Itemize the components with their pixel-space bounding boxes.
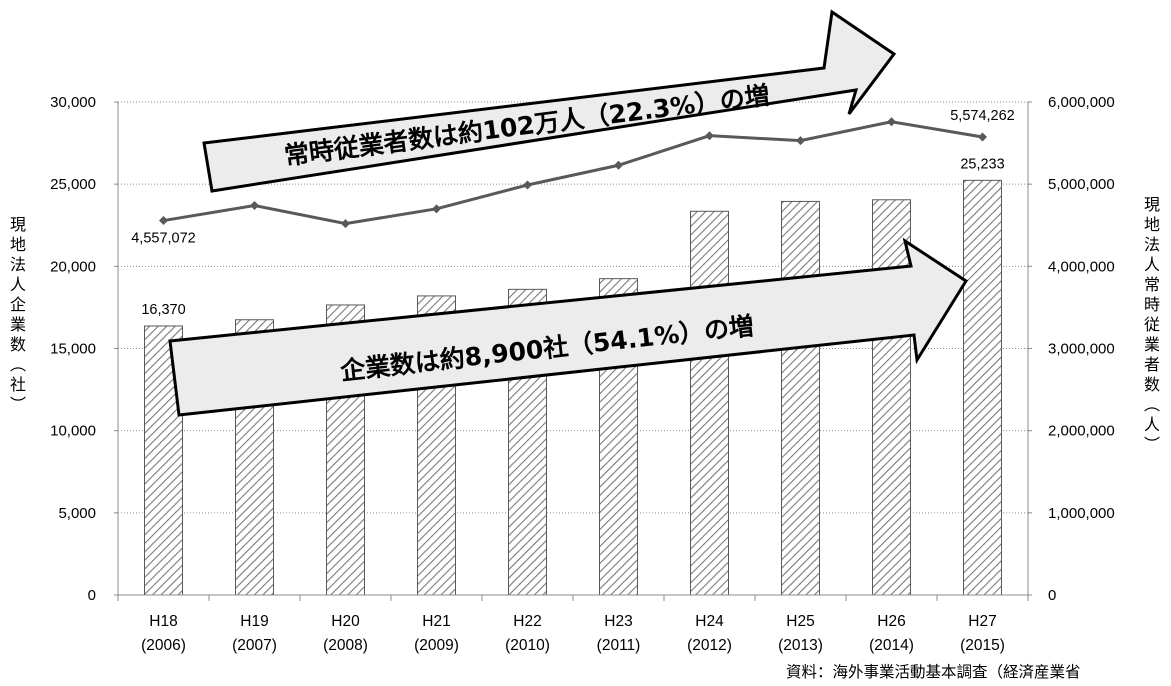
line-marker [159, 216, 168, 226]
left-tick-label: 20,000 [50, 258, 96, 275]
line-marker [341, 219, 350, 229]
x-tick-label: H20 [331, 613, 360, 630]
right-tick-label: 4,000,000 [1048, 258, 1115, 275]
line-marker [705, 131, 714, 141]
x-tick-label-year: (2012) [687, 637, 732, 654]
line-data-label: 4,557,072 [131, 231, 196, 247]
x-tick-label: H25 [786, 613, 814, 630]
left-tick-label: 25,000 [50, 176, 96, 193]
arrow-companies-shape [168, 237, 969, 417]
x-tick-label-year: (2013) [778, 637, 823, 654]
x-tick-label: H18 [149, 613, 177, 630]
x-tick-label: H21 [422, 613, 450, 630]
arrow-companies: 企業数は約8,900社（54.1%）の増 [168, 237, 969, 417]
right-axis-label: 現地法人常時従業者数（人） [1141, 196, 1160, 456]
x-tick-label-year: (2014) [869, 637, 914, 654]
left-axis-label: 現地法人企業数（社） [7, 216, 26, 416]
right-tick-label: 6,000,000 [1048, 94, 1115, 111]
bar [963, 179, 1002, 596]
right-tick-label: 1,000,000 [1048, 505, 1115, 522]
line-marker [887, 117, 896, 127]
x-tick-label: H24 [695, 613, 724, 630]
line-marker [432, 204, 441, 214]
left-tick-label: 30,000 [50, 94, 96, 111]
arrow-employees-shape [202, 9, 897, 193]
x-tick-label-year: (2009) [414, 637, 459, 654]
x-tick-label-year: (2015) [960, 637, 1005, 654]
right-tick-label: 2,000,000 [1048, 423, 1115, 440]
x-tick-label-year: (2007) [232, 637, 277, 654]
line-path [163, 120, 983, 226]
data-labels: 16,370 25,233 4,557,072 5,574,262 [131, 108, 1015, 318]
x-tick-label: H19 [240, 613, 268, 630]
left-tick-label: 10,000 [50, 423, 96, 440]
bar-data-label: 25,233 [960, 156, 1004, 172]
right-tick-label: 5,000,000 [1048, 176, 1115, 193]
x-tick-label-year: (2011) [597, 637, 641, 654]
line-marker [796, 136, 805, 146]
left-tick-label: 0 [88, 587, 96, 604]
right-tick-label: 0 [1048, 587, 1056, 604]
line-data-label: 5,574,262 [950, 108, 1015, 124]
bar [872, 199, 911, 596]
x-tick-label-year: (2010) [505, 637, 550, 654]
bar-data-label: 16,370 [141, 302, 185, 318]
right-tick-label: 3,000,000 [1048, 341, 1115, 358]
x-tick-label-year: (2008) [323, 637, 368, 654]
line-series [159, 117, 987, 229]
x-tick-label: H27 [968, 613, 996, 630]
left-tick-label: 5,000 [58, 505, 96, 522]
source-note: 資料：海外事業活動基本調査（経済産業省 [786, 663, 1081, 681]
bar [781, 200, 820, 596]
line-marker [614, 160, 623, 170]
x-tick-label: H26 [877, 613, 905, 630]
left-tick-label: 15,000 [50, 341, 96, 358]
axes: 0 5,000 10,000 15,000 20,000 25,000 30,000 0 1,0… [50, 94, 1115, 654]
line-marker [978, 132, 987, 142]
x-tick-label: H23 [604, 613, 632, 630]
bar [690, 210, 729, 596]
x-tick-label: H22 [513, 613, 541, 630]
line-marker [250, 201, 259, 211]
line-marker [523, 180, 532, 190]
x-tick-label-year: (2006) [141, 637, 186, 654]
